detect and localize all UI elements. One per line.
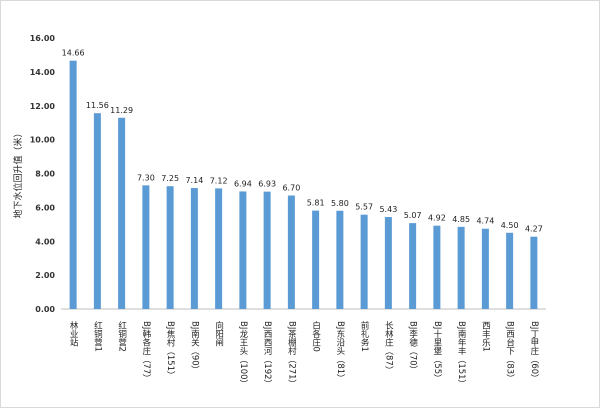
data-label: 6.93 bbox=[258, 180, 276, 189]
x-tick-label: BJ茶棚村（271） bbox=[286, 321, 296, 388]
x-tick-label: BJ龙王头（100） bbox=[238, 321, 248, 388]
data-label: 5.81 bbox=[307, 199, 325, 208]
y-tick-label: 16.00 bbox=[30, 34, 56, 43]
y-tick-label: 2.00 bbox=[35, 271, 55, 280]
data-label: 5.80 bbox=[331, 199, 349, 208]
bar bbox=[384, 217, 392, 309]
x-tick-label: 林业站 bbox=[68, 320, 78, 347]
bar bbox=[336, 210, 344, 309]
bar bbox=[263, 191, 271, 309]
data-label: 14.66 bbox=[62, 49, 85, 58]
data-label: 7.12 bbox=[210, 176, 228, 185]
x-tick-label: BJ李德（70） bbox=[408, 321, 418, 374]
data-label: 4.50 bbox=[501, 221, 519, 230]
data-label: 7.14 bbox=[185, 176, 203, 185]
y-tick-label: 10.00 bbox=[30, 136, 56, 145]
y-tick-label: 12.00 bbox=[30, 102, 56, 111]
x-tick-label: BJ西台下（83） bbox=[505, 321, 515, 383]
data-label: 6.94 bbox=[234, 179, 252, 188]
data-label: 5.43 bbox=[379, 205, 397, 214]
x-tick-label: BJ丁甲庄（60） bbox=[529, 321, 539, 383]
x-tick-label: 白各庄0 bbox=[311, 320, 321, 351]
x-tick-label: 红铜营2 bbox=[117, 320, 127, 351]
bar bbox=[506, 232, 514, 309]
y-tick-label: 6.00 bbox=[35, 203, 55, 212]
bar bbox=[433, 225, 441, 309]
bar bbox=[93, 113, 101, 309]
bar bbox=[360, 214, 368, 309]
data-label: 4.92 bbox=[428, 214, 446, 223]
bar bbox=[118, 117, 126, 309]
y-tick-label: 14.00 bbox=[30, 68, 56, 77]
x-tick-label: 前礼务1 bbox=[359, 320, 369, 351]
x-tick-label: 向阳闸 bbox=[214, 320, 224, 347]
data-label: 7.25 bbox=[161, 174, 179, 183]
bar bbox=[409, 223, 417, 309]
bar bbox=[215, 188, 223, 309]
bar bbox=[69, 60, 77, 309]
data-label: 4.85 bbox=[452, 215, 470, 224]
x-tick-label: BJ南关（90） bbox=[189, 321, 199, 374]
x-tick-label: BJ西西河（192） bbox=[262, 321, 272, 388]
data-label: 11.56 bbox=[86, 101, 109, 110]
x-tick-label: BJ韩各庄（77） bbox=[141, 321, 151, 383]
x-tick-label: BJ东沿头（81） bbox=[335, 321, 345, 383]
x-tick-label: 西丰乐1 bbox=[480, 321, 490, 352]
bar bbox=[142, 185, 150, 309]
y-tick-label: 8.00 bbox=[35, 170, 55, 179]
data-label: 5.57 bbox=[355, 203, 373, 212]
x-tick-label: BJ南年丰（151） bbox=[456, 321, 466, 388]
data-label: 4.74 bbox=[476, 217, 494, 226]
bar bbox=[166, 186, 174, 309]
bar bbox=[530, 236, 538, 309]
y-tick-label: 0.00 bbox=[35, 305, 55, 314]
bars bbox=[69, 60, 538, 309]
axes: 0.00 2.00 4.00 6.00 8.00 10.00 12.00 14.00 16.00 bbox=[30, 34, 546, 314]
x-tick-label: 红铜营1 bbox=[92, 320, 102, 351]
data-label: 7.30 bbox=[137, 173, 155, 182]
y-tick-label: 4.00 bbox=[35, 237, 55, 246]
data-label: 5.07 bbox=[404, 211, 422, 220]
data-label: 11.29 bbox=[110, 106, 133, 115]
data-label: 4.27 bbox=[525, 225, 543, 234]
bar bbox=[190, 188, 198, 309]
y-axis-title: 地下水位回升值（米） bbox=[12, 128, 24, 218]
x-tick-label: BJ焦村（151） bbox=[165, 321, 175, 380]
labels: 14.66 林业站 11.56 红铜营1 11.29 红铜营2 7.30 BJ韩各庄（77） 7… bbox=[62, 49, 543, 388]
bar bbox=[287, 195, 295, 309]
bar bbox=[457, 226, 465, 309]
x-tick-label: 长林庄（87） bbox=[383, 320, 393, 374]
bar bbox=[239, 191, 247, 309]
bar bbox=[312, 210, 320, 309]
x-tick-label: BJ十里堡（55） bbox=[432, 321, 442, 383]
data-label: 6.70 bbox=[282, 184, 300, 193]
bar bbox=[481, 228, 489, 309]
